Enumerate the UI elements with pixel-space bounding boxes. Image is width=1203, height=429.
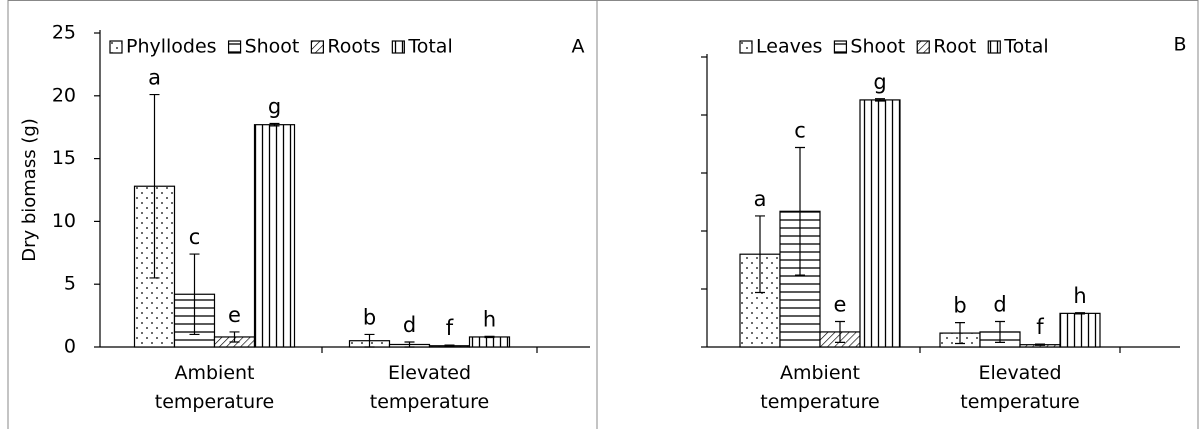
x-tick-label: Elevated temperature <box>960 362 1079 413</box>
data-label: f <box>1036 315 1044 339</box>
legend-label: Roots <box>327 36 380 58</box>
data-label: c <box>189 225 201 249</box>
error-bar <box>755 215 765 294</box>
data-label: b <box>953 294 966 318</box>
data-label: h <box>483 307 496 331</box>
panel-label: B <box>1173 34 1186 56</box>
data-label: e <box>834 292 847 316</box>
data-label: b <box>363 305 376 329</box>
error-bar <box>149 93 160 279</box>
x-tick-label: Elevated temperature <box>370 362 489 413</box>
error-bar <box>364 333 375 348</box>
error-bar <box>189 253 200 336</box>
legend-label: Phyllodes <box>126 36 217 58</box>
data-label: g <box>873 70 886 94</box>
y-tick-label: 25 <box>52 22 76 44</box>
legend-label: Shoot <box>850 36 905 58</box>
error-bar <box>795 146 805 276</box>
error-bar <box>955 322 965 345</box>
y-tick-label: 10 <box>52 210 76 232</box>
legend-swatch <box>916 40 930 54</box>
legend-label: Root <box>933 36 976 58</box>
x-tick-label: Ambient temperature <box>760 362 879 413</box>
y-axis-label: Dry biomass (g) <box>19 118 40 262</box>
legend-swatch <box>227 40 242 54</box>
legend-label: Shoot <box>245 36 300 58</box>
error-bar <box>995 320 1005 343</box>
legend-label: Leaves <box>756 36 822 58</box>
x-tick-label: Ambient temperature <box>155 362 274 413</box>
error-bar <box>484 335 495 339</box>
legend-label: Total <box>407 36 452 58</box>
bar <box>1059 312 1101 348</box>
y-tick-label: 0 <box>64 336 76 358</box>
data-label: e <box>228 303 241 327</box>
bar <box>468 336 511 348</box>
legend-swatch <box>987 40 1001 54</box>
error-bar <box>835 320 845 343</box>
y-tick-label: 5 <box>64 273 76 295</box>
data-label: c <box>794 118 806 142</box>
data-label: d <box>403 313 416 337</box>
data-label: g <box>268 94 281 118</box>
panel-frame <box>7 0 598 429</box>
error-bar <box>1035 343 1045 346</box>
legend-swatch <box>833 40 848 54</box>
error-bar <box>1075 312 1085 315</box>
error-bar <box>444 344 455 347</box>
y-tick-label: 20 <box>52 84 76 106</box>
data-label: a <box>754 187 767 211</box>
data-label: f <box>446 316 454 340</box>
legend-swatch <box>310 40 324 54</box>
error-bar <box>875 98 885 102</box>
legend-label: Total <box>1003 36 1048 58</box>
error-bar <box>229 331 240 343</box>
data-label: h <box>1073 284 1086 308</box>
bar <box>859 99 901 348</box>
legend-swatch <box>739 40 753 54</box>
data-label: d <box>993 292 1006 316</box>
data-label: a <box>148 66 161 90</box>
legend-swatch <box>109 40 123 54</box>
error-bar <box>404 341 415 348</box>
panel-frame <box>596 0 1199 429</box>
panel-label: A <box>572 36 585 58</box>
bar <box>253 124 296 348</box>
y-tick-label: 15 <box>52 147 76 169</box>
error-bar <box>269 122 280 127</box>
legend-swatch <box>391 40 405 54</box>
